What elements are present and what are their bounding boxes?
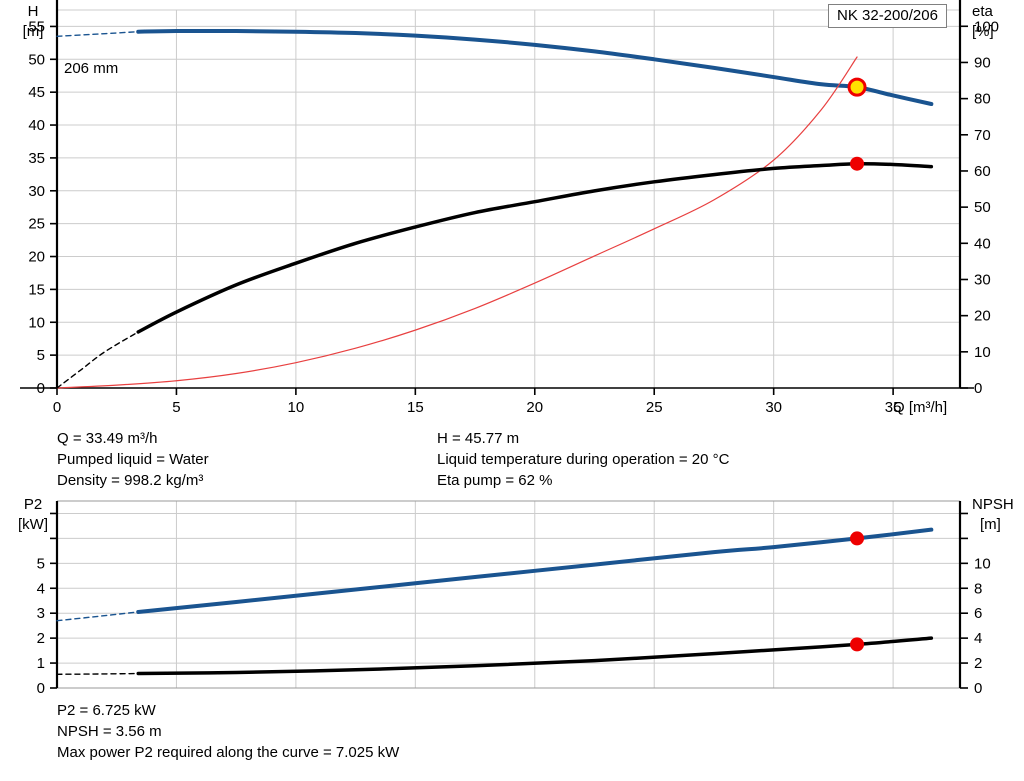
- curve-npsh-solid: [136, 527, 934, 614]
- bottom-gridlines: [57, 500, 960, 689]
- left-tick-label: 3: [37, 605, 45, 622]
- left-tick-label: 4: [37, 580, 45, 597]
- right-tick-label: 70: [974, 127, 991, 144]
- right-tick-label: 0: [974, 380, 982, 397]
- right-tick-label: 40: [974, 235, 991, 252]
- right-tick-label: 4: [974, 630, 982, 647]
- left-tick-label: 25: [28, 216, 45, 233]
- info-density: Density = 998.2 kg/m³: [57, 472, 204, 489]
- left-axis-title: H: [28, 3, 39, 20]
- info-liquid-temperature: Liquid temperature during operation = 20…: [437, 451, 730, 468]
- x-tick-label: 15: [407, 399, 424, 416]
- right-tick-label: 60: [974, 163, 991, 180]
- left-tick-label: 45: [28, 84, 45, 101]
- right-axis-title: NPSH: [972, 496, 1014, 513]
- left-axis-unit: [kW]: [18, 516, 48, 533]
- x-tick-label: 25: [646, 399, 663, 416]
- left-tick-label: 1: [37, 655, 45, 672]
- info-p2: P2 = 6.725 kW: [57, 702, 156, 719]
- bottom-curves: [56, 527, 934, 676]
- info-max-power: Max power P2 required along the curve = …: [57, 744, 400, 761]
- right-tick-label: 100: [974, 18, 999, 35]
- top-curves: [56, 28, 934, 389]
- right-tick-label: 6: [974, 605, 982, 622]
- left-tick-label: 20: [28, 249, 45, 266]
- eta-duty-point: [850, 156, 865, 171]
- curve-pump-efficiency-black-eta-pump-solid: [136, 161, 934, 334]
- left-tick-label: 5: [37, 555, 45, 572]
- right-tick-label: 10: [974, 555, 991, 572]
- right-axis-unit: [m]: [980, 516, 1001, 533]
- bottom-duty-points: [850, 531, 865, 652]
- x-tick-label: 10: [288, 399, 305, 416]
- curve-head-h-solid: [136, 28, 934, 107]
- right-tick-label: 8: [974, 580, 982, 597]
- left-axis-title: P2: [24, 496, 42, 513]
- left-tick-label: 10: [28, 314, 45, 331]
- right-axis-title: eta: [972, 3, 994, 20]
- right-tick-label: 2: [974, 655, 982, 672]
- power-info-block: P2 = 6.725 kW NPSH = 3.56 m Max power P2…: [57, 700, 399, 763]
- pump-model-badge: NK 32-200/206: [828, 4, 947, 28]
- left-tick-label: 5: [37, 347, 45, 364]
- power-npsh-chart: 0 1 2 3 4 5 0 2 4 6 8 10 P2 [kW] NPSH [m]: [18, 496, 1014, 697]
- left-tick-label: 40: [28, 117, 45, 134]
- left-tick-label: 35: [28, 150, 45, 167]
- left-tick-label: 50: [28, 51, 45, 68]
- bottom-labels: 0 1 2 3 4 5 0 2 4 6 8 10 P2 [kW] NPSH [m]: [18, 496, 1014, 697]
- info-pumped-liquid: Pumped liquid = Water: [57, 451, 209, 468]
- right-tick-label: 80: [974, 91, 991, 108]
- npsh-duty-point: [850, 531, 865, 546]
- curve-pump-efficiency-black-dashed-extension: [56, 331, 139, 389]
- left-axis-unit: [m]: [23, 23, 44, 40]
- bottom-axes: [50, 501, 968, 689]
- x-tick-label: 5: [172, 399, 180, 416]
- info-head: H = 45.77 m: [437, 430, 520, 447]
- info-flow: Q = 33.49 m³/h: [57, 430, 158, 447]
- top-labels: 0510152025303540455055010203040506070809…: [23, 3, 999, 416]
- top-duty-points: [847, 77, 867, 171]
- curve-npsh-dashed-extension: [56, 611, 139, 622]
- x-tick-label: 0: [53, 399, 61, 416]
- left-tick-label: 0: [37, 380, 45, 397]
- duty-info-left-column: Q = 33.49 m³/h Pumped liquid = Water Den…: [57, 428, 209, 491]
- head-efficiency-chart: 0510152025303540455055010203040506070809…: [20, 0, 999, 416]
- duty-info-right-column: H = 45.77 m Liquid temperature during op…: [437, 428, 729, 491]
- top-axes: [20, 0, 974, 395]
- right-tick-label: 90: [974, 54, 991, 71]
- right-tick-label: 0: [974, 680, 982, 697]
- right-tick-label: 20: [974, 308, 991, 325]
- impeller-diameter-label: 206 mm: [64, 60, 119, 77]
- curve-head-h-dashed-extension: [56, 30, 139, 37]
- left-tick-label: 55: [28, 18, 45, 35]
- info-npsh: NPSH = 3.56 m: [57, 723, 162, 740]
- right-axis-unit: [%]: [972, 23, 994, 40]
- power-duty-point: [850, 637, 865, 652]
- curve-power-p2-solid: [136, 636, 934, 676]
- info-eta-pump: Eta pump = 62 %: [437, 472, 553, 489]
- top-gridlines: [57, 9, 960, 389]
- x-tick-label: 35: [885, 399, 902, 416]
- right-tick-label: 50: [974, 199, 991, 216]
- left-tick-label: 15: [28, 281, 45, 298]
- x-axis-title: Q [m³/h]: [893, 399, 947, 416]
- left-tick-label: 0: [37, 680, 45, 697]
- x-tick-label: 30: [765, 399, 782, 416]
- head-duty-point: [847, 77, 867, 97]
- left-tick-label: 2: [37, 630, 45, 647]
- right-tick-label: 30: [974, 271, 991, 288]
- left-tick-label: 30: [28, 183, 45, 200]
- pump-model-label: NK 32-200/206: [837, 7, 938, 24]
- right-tick-label: 10: [974, 344, 991, 361]
- curve-power-p2-dashed-extension: [56, 672, 139, 675]
- curve-pump-efficiency-curve-rising-to-duty-point-: [56, 56, 858, 389]
- x-tick-label: 20: [526, 399, 543, 416]
